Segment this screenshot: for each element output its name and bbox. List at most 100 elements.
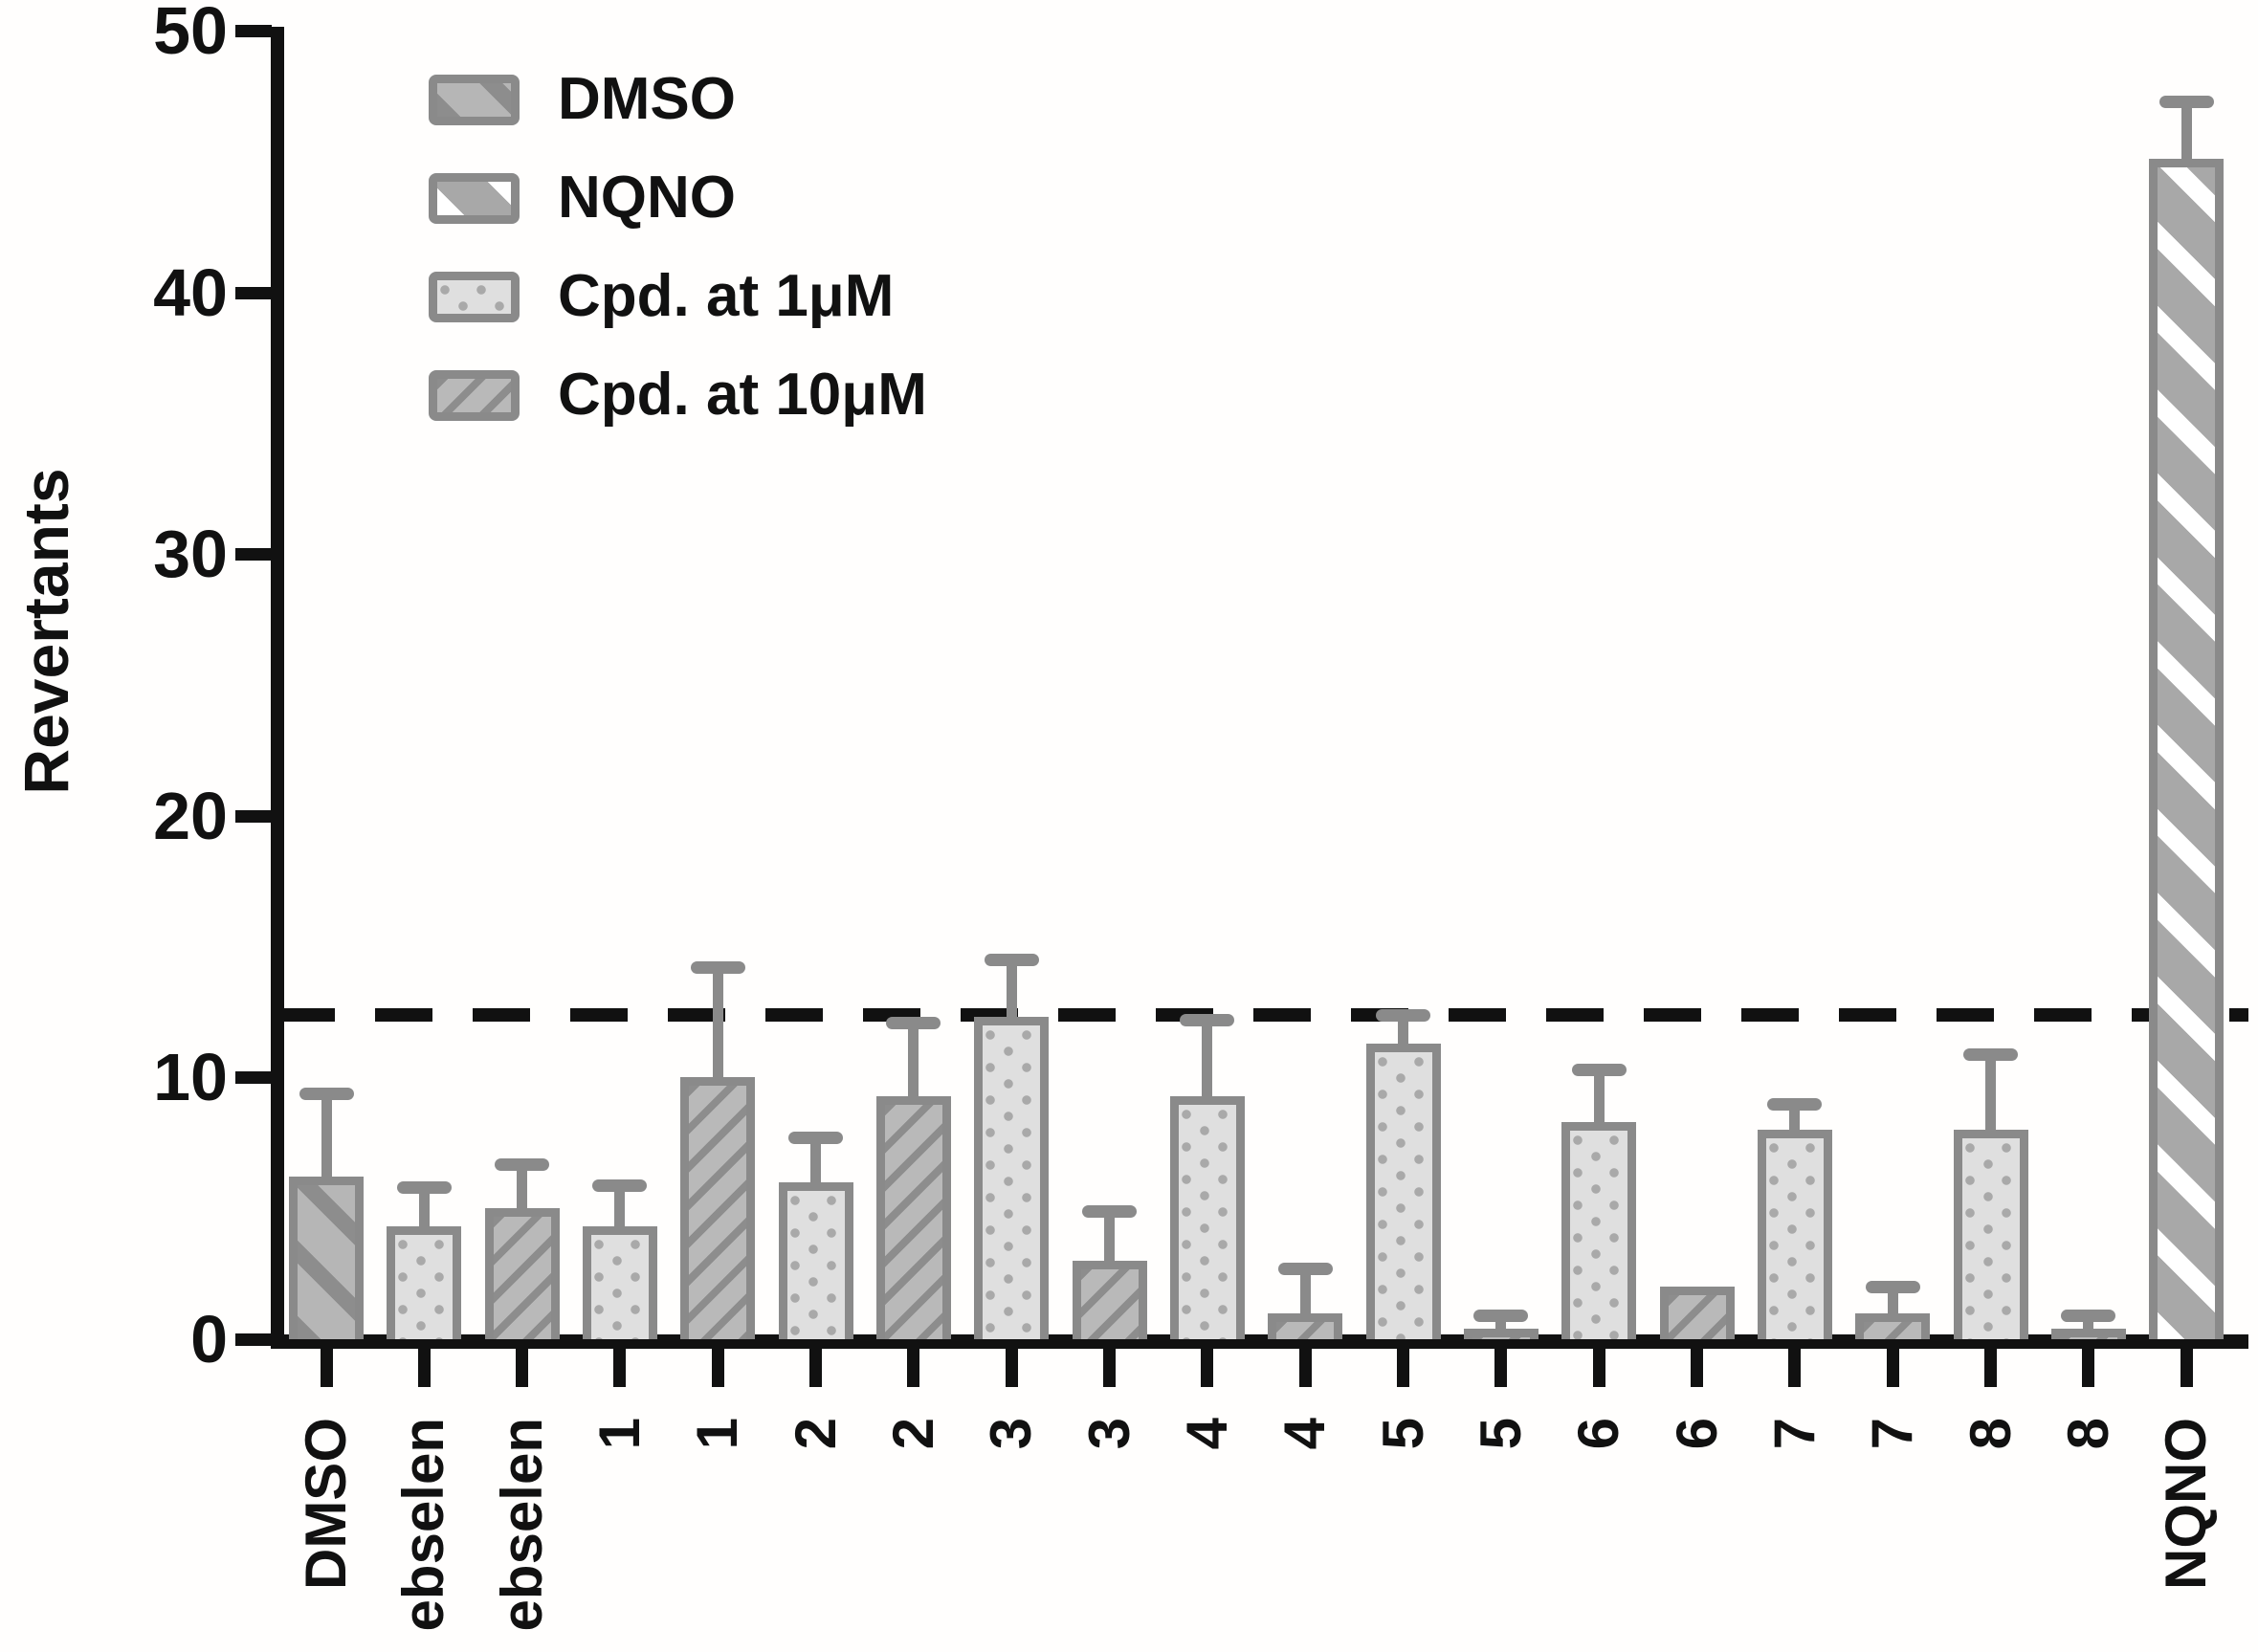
x-label-7-16: 7 [1860,1418,1925,1450]
legend-label-hatch: Cpd. at 10μM [558,362,927,428]
y-axis-title: Revertants [11,468,81,795]
x-label-3-8: 3 [1076,1418,1141,1450]
x-tick-3 [613,1342,627,1387]
x-tick-1 [417,1342,431,1387]
y-tick-label-50: 50 [153,0,228,68]
error-bar-cap [495,1157,550,1171]
error-bar-stem [1887,1287,1898,1321]
x-tick-14 [1691,1342,1704,1387]
error-bar-cap [2061,1310,2116,1323]
legend-swatch-dmso [429,75,520,125]
error-bar-stem [517,1163,528,1217]
x-label-2-6: 2 [880,1418,945,1450]
error-bar-cap [1865,1281,1920,1294]
error-bar-stem [1299,1268,1311,1321]
bar-2-6 [875,1095,951,1339]
x-label-8-17: 8 [1958,1418,2023,1450]
x-tick-13 [1592,1342,1605,1387]
bar-ebselen-2 [484,1208,560,1339]
y-tick-30 [235,548,272,562]
x-label-4-9: 4 [1174,1418,1239,1450]
error-bar-stem [2181,100,2192,167]
error-bar-cap [788,1132,844,1145]
x-label-6-14: 6 [1664,1418,1729,1450]
x-label-ebselen-1: ebselen [391,1418,456,1632]
error-bar-stem [418,1187,430,1235]
y-axis-line [271,27,284,1349]
error-bar-cap [1473,1310,1529,1323]
bar-3-8 [1072,1260,1147,1339]
bar-3-7 [974,1017,1050,1339]
legend-label-dmso: DMSO [558,66,736,132]
x-label-1-3: 1 [587,1418,652,1450]
x-label-ebselen-2: ebselen [489,1418,554,1632]
error-bar-cap [592,1178,648,1192]
x-label-6-13: 6 [1566,1418,1631,1450]
bar-DMSO-0 [289,1177,364,1339]
error-bar-stem [1202,1020,1213,1104]
bar-2-5 [778,1181,853,1339]
error-bar-cap [690,961,745,975]
bar-8-18 [2050,1329,2126,1339]
error-bar-stem [1398,1014,1409,1051]
x-label-3-7: 3 [979,1418,1044,1450]
y-tick-50 [235,25,272,37]
y-tick-40 [235,286,272,299]
x-tick-2 [516,1342,529,1387]
error-bar-cap [1963,1047,2019,1061]
error-bar-stem [2083,1315,2094,1337]
legend-label-dot: Cpd. at 1μM [558,263,895,329]
y-tick-20 [235,809,272,823]
error-bar-stem [1495,1315,1507,1337]
bar-6-13 [1561,1121,1637,1339]
x-label-NQNO-19: NQNO [2154,1418,2219,1590]
error-bar-stem [908,1022,919,1104]
error-bar-cap [1180,1014,1235,1027]
x-tick-9 [1201,1342,1214,1387]
error-bar-cap [1571,1064,1627,1077]
x-tick-15 [1788,1342,1802,1387]
y-tick-label-10: 10 [153,1040,228,1115]
bar-ebselen-1 [387,1226,462,1339]
y-tick-label-40: 40 [153,254,228,330]
error-bar-cap [984,954,1039,967]
bar-6-14 [1659,1287,1735,1339]
y-tick-0 [235,1333,272,1346]
error-bar-stem [1985,1053,1997,1138]
y-tick-10 [235,1071,272,1085]
error-bar-stem [712,967,723,1086]
error-bar-stem [1789,1103,1801,1138]
legend-swatch-hatch [429,370,520,421]
x-label-4-10: 4 [1273,1418,1338,1450]
error-bar-stem [1104,1210,1116,1268]
x-tick-8 [1103,1342,1117,1387]
x-label-2-5: 2 [783,1418,848,1450]
error-bar-stem [1006,959,1017,1025]
legend-swatch-dot [429,272,520,322]
threshold-dashed-line [277,1007,2248,1022]
y-tick-label-20: 20 [153,778,228,853]
error-bar-cap [886,1016,941,1029]
bar-7-16 [1855,1312,1931,1339]
error-bar-cap [1767,1097,1823,1111]
y-tick-label-30: 30 [153,517,228,592]
error-bar-stem [810,1137,822,1190]
x-tick-12 [1494,1342,1508,1387]
error-bar-cap [1082,1204,1138,1218]
x-axis-line [271,1334,2248,1349]
x-label-5-12: 5 [1468,1418,1533,1450]
x-label-DMSO-0: DMSO [294,1418,358,1590]
bar-NQNO-19 [2149,159,2225,1339]
x-tick-6 [907,1342,920,1387]
x-tick-4 [711,1342,724,1387]
x-label-8-18: 8 [2055,1418,2120,1450]
error-bar-cap [299,1087,354,1100]
legend-label-nqno: NQNO [558,165,736,231]
x-label-1-4: 1 [685,1418,750,1450]
error-bar-cap [2158,95,2214,108]
x-tick-11 [1397,1342,1410,1387]
error-bar-stem [614,1184,626,1235]
x-tick-17 [1984,1342,1998,1387]
error-bar-cap [1277,1263,1333,1276]
